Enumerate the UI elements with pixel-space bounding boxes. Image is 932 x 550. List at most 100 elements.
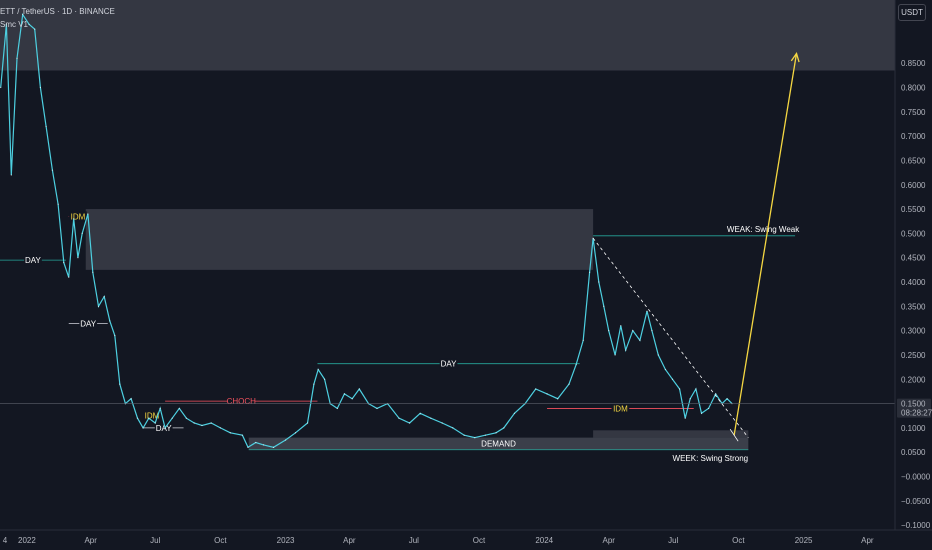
indicator-title[interactable]: Smc V1 <box>0 20 29 29</box>
price-point <box>452 427 454 429</box>
zones-layer: DEMAND <box>0 0 895 450</box>
level-label-bg <box>154 422 173 433</box>
level-label: IDM <box>145 412 160 421</box>
price-point <box>664 368 667 371</box>
time-tick-label: Oct <box>473 536 486 545</box>
price-point <box>313 383 315 385</box>
time-tick-label: Oct <box>214 536 227 545</box>
price-point <box>247 446 249 448</box>
trendline <box>592 238 749 438</box>
price-point <box>575 364 577 366</box>
time-tick-label: Apr <box>602 536 615 545</box>
projection-anchor <box>729 428 739 442</box>
price-point <box>16 57 18 59</box>
price-point <box>185 417 187 419</box>
price-point <box>614 354 616 356</box>
zone-box <box>248 437 749 450</box>
price-point <box>178 407 180 410</box>
price-point <box>87 213 89 215</box>
price-point <box>148 417 150 419</box>
price-point <box>708 407 710 410</box>
series-layer <box>0 12 733 449</box>
price-point <box>323 378 326 380</box>
price-point <box>28 23 30 25</box>
time-tick-label: 4 <box>3 536 8 545</box>
price-axis-bg <box>895 0 932 550</box>
price-tick-label: −0.1000 <box>901 521 931 530</box>
price-tick-label: 0.5500 <box>901 205 926 214</box>
time-tick-label: Jul <box>150 536 160 545</box>
price-point <box>503 427 505 429</box>
price-point <box>620 325 622 327</box>
price-tick-label: 0.2500 <box>901 351 926 360</box>
price-point <box>408 422 411 424</box>
price-tick-label: 0.3500 <box>901 302 926 311</box>
price-point <box>639 339 641 341</box>
level-label: WEAK: Swing Weak <box>727 225 800 234</box>
level-label-bg <box>24 255 42 266</box>
price-tick-label: 0.6500 <box>901 156 926 165</box>
current-price-badge <box>897 398 931 418</box>
price-point <box>568 383 570 385</box>
time-tick-label: 2024 <box>535 536 553 545</box>
current-price-label: 0.1500 <box>901 400 926 409</box>
price-point <box>219 427 221 429</box>
price-point <box>513 412 516 414</box>
symbol-title[interactable]: ETT / TetherUS · 1D · BINANCE <box>0 7 115 16</box>
price-point <box>81 232 83 234</box>
price-point <box>646 310 648 312</box>
price-point <box>103 296 105 298</box>
currency-button[interactable]: USDT <box>898 4 926 21</box>
price-axis[interactable]: 0.8500 0.8000 0.7500 0.7000 0.6500 0.6000 0.55… <box>894 0 932 550</box>
price-point <box>376 407 378 410</box>
price-point <box>164 427 166 429</box>
level-label-bg <box>439 358 458 369</box>
price-point <box>63 261 65 264</box>
countdown-label: 08:28:27 <box>901 409 932 418</box>
price-point <box>114 334 116 337</box>
price-point <box>700 412 703 414</box>
price-point <box>463 434 465 436</box>
time-axis[interactable]: 4 2022 Apr Jul Oct 2023 Apr Jul Oct 2024 Apr Jul Oct… <box>0 529 932 550</box>
price-point <box>92 271 94 273</box>
price-tick-label: 0.4000 <box>901 278 926 287</box>
price-point <box>495 432 497 434</box>
projection-arrow-head <box>790 52 800 63</box>
price-point <box>306 422 309 424</box>
zone-box <box>85 209 594 270</box>
price-tick-label: −0.0500 <box>901 497 931 506</box>
price-point <box>351 398 353 400</box>
price-tick-label: 0.5000 <box>901 229 926 238</box>
price-point <box>657 354 659 356</box>
price-point <box>109 320 111 322</box>
price-point <box>651 330 653 332</box>
price-point <box>210 422 212 424</box>
price-point <box>73 218 75 220</box>
zone-box <box>593 430 749 438</box>
price-point <box>678 388 681 390</box>
price-point <box>68 276 70 278</box>
time-tick-label: Apr <box>343 536 356 545</box>
price-point <box>171 417 173 419</box>
level-label: DAY <box>441 360 458 369</box>
price-point <box>535 388 537 390</box>
price-point <box>608 330 610 332</box>
projection-arrow-line <box>733 53 798 436</box>
price-point <box>689 398 691 400</box>
price-point <box>715 393 717 395</box>
price-point <box>263 444 265 446</box>
price-point <box>582 339 584 341</box>
level-label: WEEK: Swing Strong <box>673 454 749 463</box>
level-label-bg <box>611 403 630 414</box>
price-point <box>255 441 257 444</box>
level-label-bg <box>79 318 98 329</box>
price-tick-label: 0.7000 <box>901 132 926 141</box>
time-tick-label: Jul <box>668 536 678 545</box>
price-point <box>159 407 161 410</box>
price-point <box>419 412 421 414</box>
time-tick-label: Jul <box>409 536 419 545</box>
price-point <box>154 422 156 424</box>
price-point <box>97 305 100 307</box>
time-tick-label: 2023 <box>277 536 295 545</box>
